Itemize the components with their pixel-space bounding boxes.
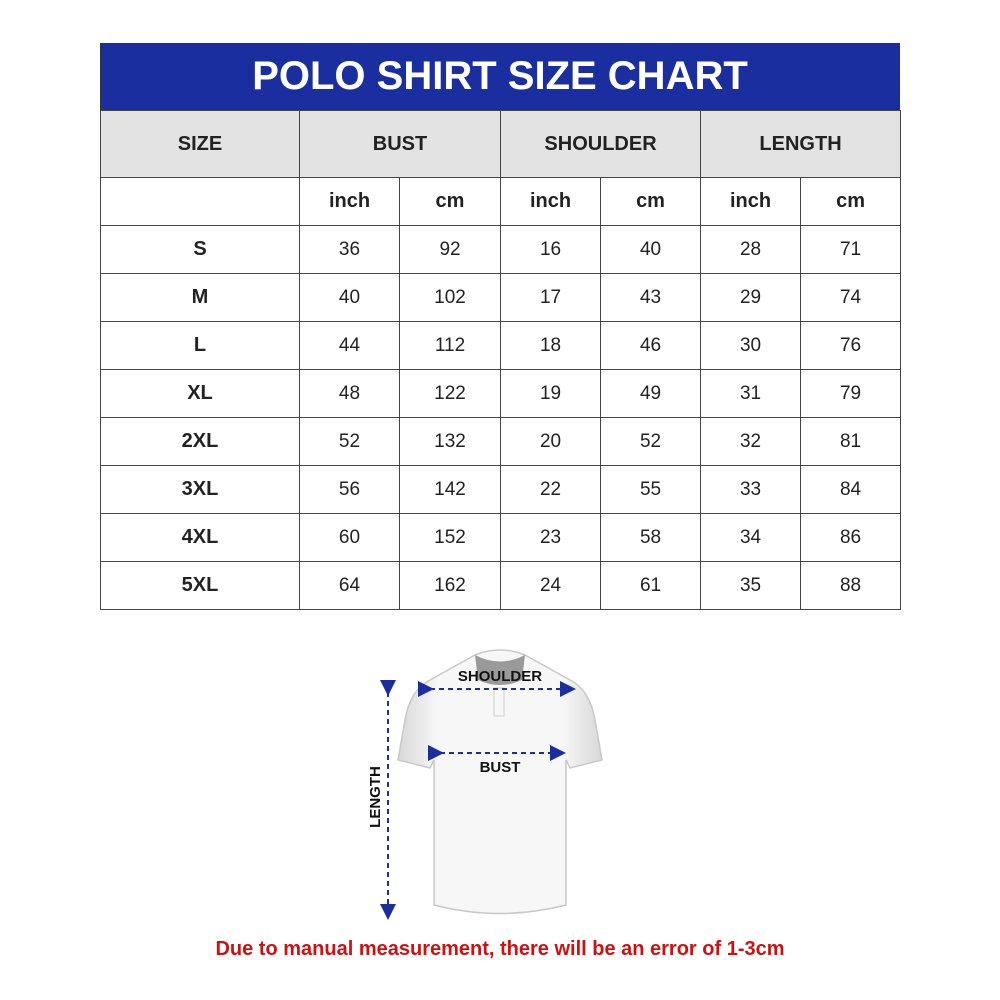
value-cell: 30	[700, 321, 802, 370]
value-cell: 76	[800, 321, 902, 370]
size-table: SIZE BUST SHOULDER LENGTH inch cm inch c…	[100, 110, 902, 610]
header-length: LENGTH	[700, 110, 902, 178]
header-bust: BUST	[298, 110, 502, 178]
measurement-note: Due to manual measurement, there will be…	[215, 938, 785, 960]
value-cell: 81	[800, 417, 902, 466]
header-shoulder: SHOULDER	[500, 110, 702, 178]
value-cell: 58	[600, 513, 702, 562]
value-cell: 29	[700, 273, 802, 322]
size-cell: 2XL	[100, 417, 300, 466]
table-row: 5XL 64 162 24 61 35 88	[100, 561, 902, 610]
value-cell: 55	[600, 465, 702, 514]
chart-title: POLO SHIRT SIZE CHART	[100, 43, 900, 110]
value-cell: 122	[398, 369, 502, 418]
unit: inch	[299, 177, 400, 226]
unit: cm	[600, 177, 702, 226]
value-cell: 162	[398, 561, 502, 610]
value-cell: 23	[500, 513, 602, 562]
bust-label: BUST	[480, 759, 521, 776]
value-cell: 31	[700, 369, 802, 418]
value-cell: 48	[299, 369, 400, 418]
value-cell: 52	[299, 417, 400, 466]
value-cell: 79	[800, 369, 902, 418]
table-row: L 44 112 18 46 30 76	[100, 321, 902, 370]
size-cell: 3XL	[100, 465, 300, 514]
size-cell: 4XL	[100, 513, 300, 562]
value-cell: 52	[600, 417, 702, 466]
value-cell: 33	[700, 465, 802, 514]
value-cell: 49	[600, 369, 702, 418]
table-row: 3XL 56 142 22 55 33 84	[100, 465, 902, 514]
table-row: 2XL 52 132 20 52 32 81	[100, 417, 902, 466]
value-cell: 36	[299, 225, 400, 274]
table-row: S 36 92 16 40 28 71	[100, 225, 902, 274]
value-cell: 34	[700, 513, 802, 562]
size-chart: POLO SHIRT SIZE CHART SIZE BUST SHOULDER…	[100, 43, 902, 610]
shoulder-label: SHOULDER	[458, 668, 542, 685]
value-cell: 16	[500, 225, 602, 274]
value-cell: 132	[398, 417, 502, 466]
table-row: 4XL 60 152 23 58 34 86	[100, 513, 902, 562]
value-cell: 24	[500, 561, 602, 610]
value-cell: 112	[398, 321, 502, 370]
size-cell: XL	[100, 369, 300, 418]
unit-blank	[100, 177, 300, 226]
size-cell: 5XL	[100, 561, 300, 610]
length-label: LENGTH	[367, 766, 384, 828]
unit: cm	[398, 177, 502, 226]
value-cell: 92	[398, 225, 502, 274]
value-cell: 28	[700, 225, 802, 274]
size-cell: M	[100, 273, 300, 322]
value-cell: 43	[600, 273, 702, 322]
value-cell: 35	[700, 561, 802, 610]
table-row: M 40 102 17 43 29 74	[100, 273, 902, 322]
value-cell: 152	[398, 513, 502, 562]
value-cell: 17	[500, 273, 602, 322]
unit-row: inch cm inch cm inch cm	[100, 177, 902, 226]
value-cell: 64	[299, 561, 400, 610]
value-cell: 61	[600, 561, 702, 610]
shirt-icon	[397, 649, 603, 915]
value-cell: 56	[299, 465, 400, 514]
unit: cm	[800, 177, 902, 226]
value-cell: 142	[398, 465, 502, 514]
value-cell: 20	[500, 417, 602, 466]
value-cell: 88	[800, 561, 902, 610]
table-row: XL 48 122 19 49 31 79	[100, 369, 902, 418]
header-row: SIZE BUST SHOULDER LENGTH	[100, 110, 902, 178]
value-cell: 71	[800, 225, 902, 274]
